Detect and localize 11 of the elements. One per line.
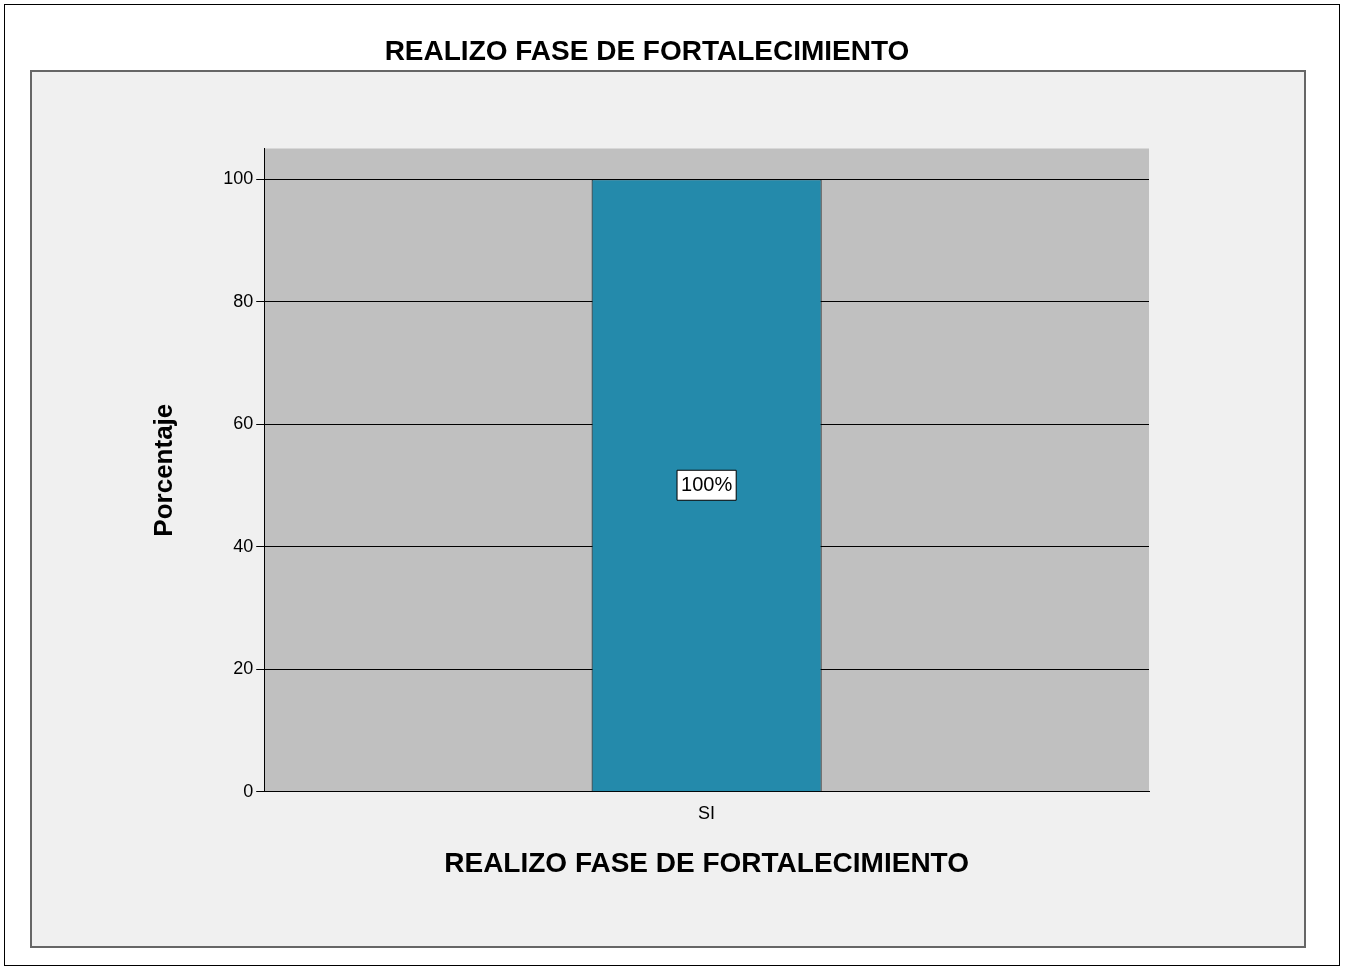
y-tick-label: 40 [233, 535, 254, 556]
y-tick-label: 100 [223, 168, 254, 189]
y-tick-label: 0 [243, 780, 254, 801]
x-tick-label: SI [698, 802, 716, 823]
chart-title: REALIZO FASE DE FORTALECIMIENTO [384, 34, 910, 66]
data-label: 100% [681, 472, 733, 495]
y-axis-title: Porcentaje [147, 403, 178, 537]
y-tick-label: 80 [233, 290, 254, 311]
x-axis-title: REALIZO FASE DE FORTALECIMIENTO [444, 846, 969, 878]
y-tick-label: 20 [233, 658, 254, 679]
y-tick-label: 60 [233, 413, 254, 434]
